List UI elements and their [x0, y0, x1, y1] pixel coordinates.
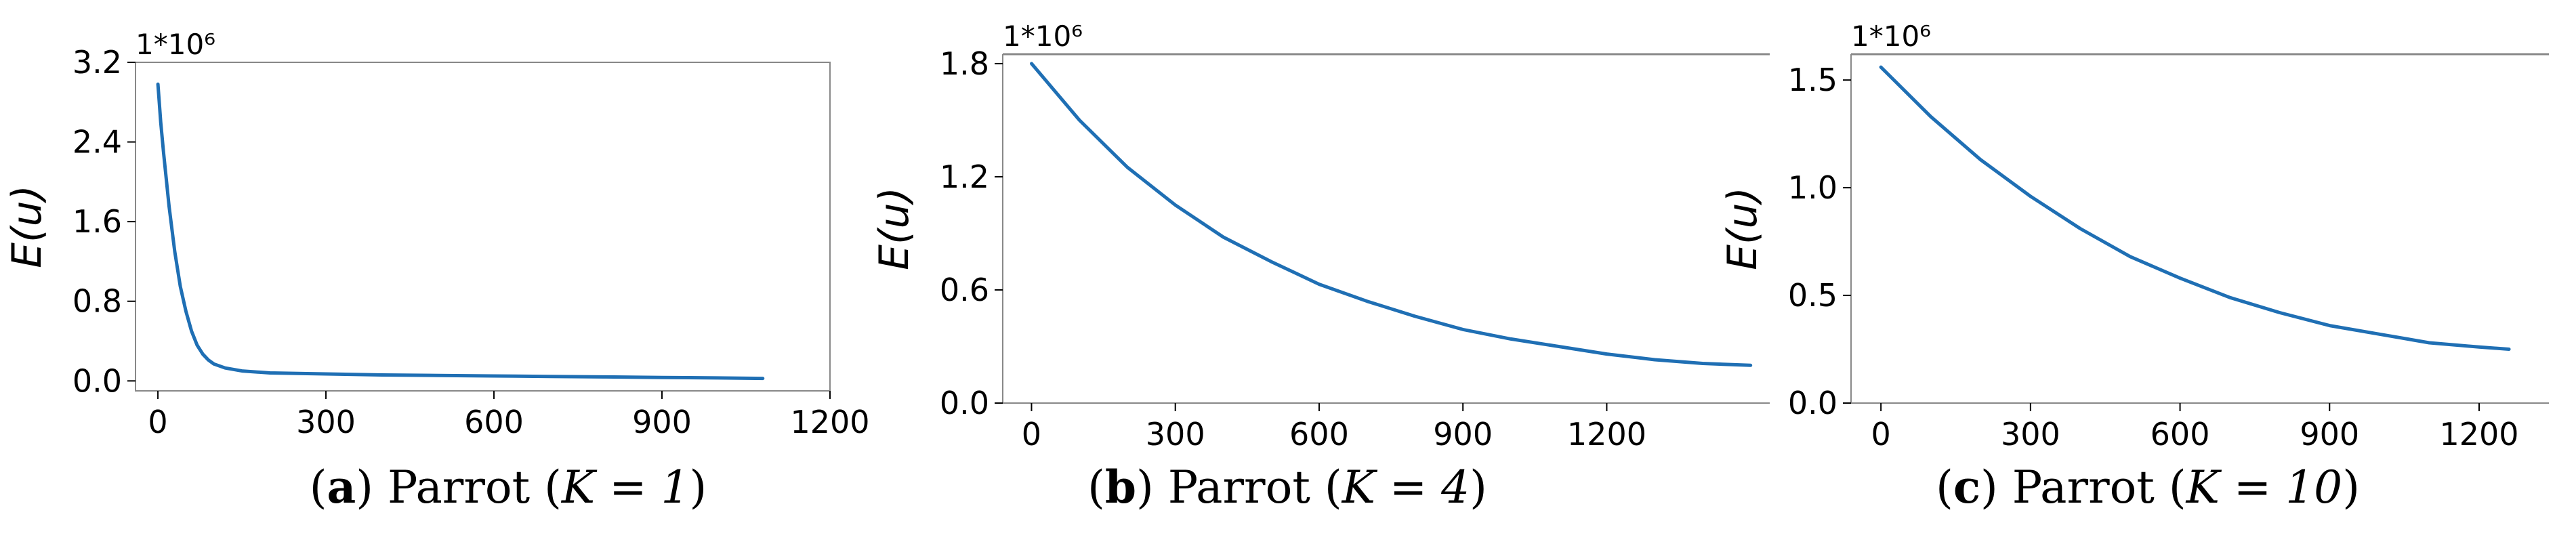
xtick-label-b: 900: [1433, 416, 1493, 453]
caption-a-text: Parrot (: [388, 461, 562, 513]
multiplier-b: 1*10⁶: [1003, 20, 1083, 53]
xtick-label-a: 0: [148, 404, 167, 440]
multiplier-c: 1*10⁶: [1851, 20, 1931, 53]
ytick-label-b: 0.0: [940, 385, 989, 421]
ytick-label-b: 1.8: [940, 45, 989, 82]
xtick-label-b: 1200: [1567, 416, 1646, 453]
ytick-label-c: 1.5: [1788, 62, 1837, 98]
xtick-label-b: 0: [1022, 416, 1041, 453]
ytick-label-a: 2.4: [72, 124, 122, 161]
caption-b: (b) Parrot (K = 4): [1087, 461, 1487, 513]
caption-a-math: K = 1: [561, 461, 690, 513]
caption-c-math: K = 10: [2186, 461, 2343, 513]
xtick-label-b: 300: [1146, 416, 1205, 453]
xtick-label-c: 0: [1871, 416, 1891, 453]
ylabel-c: E(u): [1719, 187, 1766, 270]
ytick-label-c: 1.0: [1788, 169, 1837, 206]
ytick-label-a: 0.0: [72, 362, 122, 399]
plot-frame-a: [135, 62, 831, 392]
caption-b-text: Parrot (: [1167, 461, 1342, 513]
caption-c-tag: c: [1953, 461, 1980, 513]
ytick-label-a: 3.2: [72, 44, 122, 81]
caption-a-tag: a: [327, 461, 356, 513]
xtick-label-a: 1200: [790, 404, 869, 440]
ytick-label-c: 0.0: [1788, 385, 1837, 421]
ytick-label-b: 0.6: [940, 272, 989, 308]
xtick-label-a: 300: [296, 404, 356, 440]
multiplier-a: 1*10⁶: [136, 28, 215, 61]
ylabel-b: E(u): [871, 187, 918, 270]
caption-c: (c) Parrot (K = 10): [1936, 461, 2360, 513]
xtick-label-b: 600: [1289, 416, 1349, 453]
xtick-label-c: 300: [2001, 416, 2060, 453]
series-line-a: [156, 82, 765, 381]
caption-c-text: Parrot (: [2012, 461, 2186, 513]
caption-b-tag: b: [1104, 461, 1136, 513]
ytick-label-a: 1.6: [72, 203, 122, 240]
ytick-label-b: 1.2: [940, 159, 989, 195]
xtick-label-a: 900: [632, 404, 692, 440]
ytick-label-c: 0.5: [1788, 277, 1837, 314]
xtick-label-c: 1200: [2439, 416, 2518, 453]
xtick-label-c: 600: [2151, 416, 2210, 453]
caption-b-math: K = 4: [1342, 461, 1470, 513]
ytick-label-a: 0.8: [72, 283, 122, 320]
caption-a: (a) Parrot (K = 1): [309, 461, 707, 513]
xtick-label-c: 900: [2300, 416, 2359, 453]
ylabel-a: E(u): [3, 185, 51, 268]
xtick-label-a: 600: [464, 404, 524, 440]
series-line-c: [1879, 65, 2511, 351]
series-line-b: [1030, 62, 1753, 367]
